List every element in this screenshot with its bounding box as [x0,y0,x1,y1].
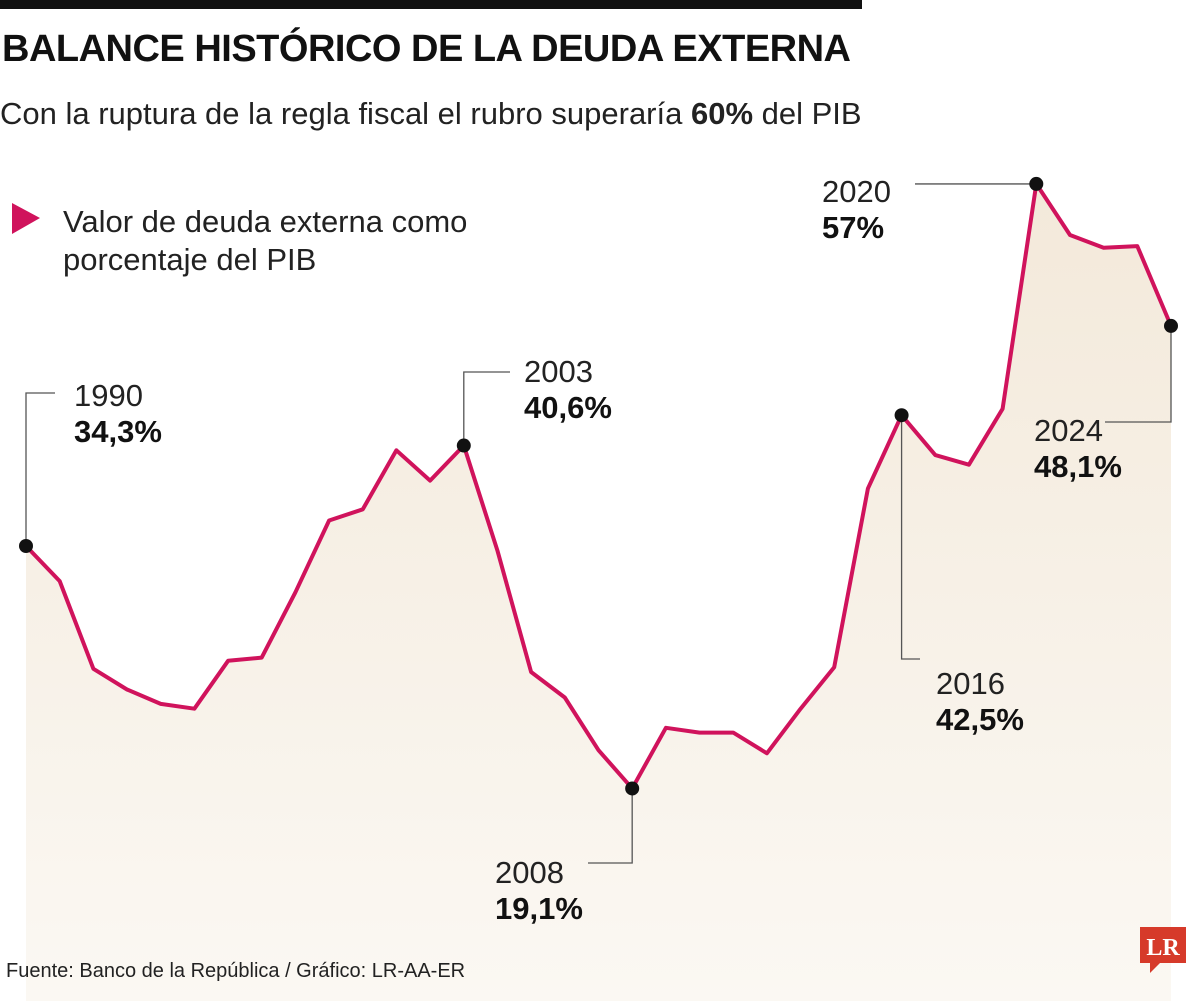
annotation-value: 40,6% [524,390,612,425]
leader-line-2016 [900,415,920,660]
leader-line-2008 [588,788,633,864]
leader-line-2003 [463,371,510,446]
data-point-2020 [1029,176,1044,191]
annotation-2024: 2024 48,1% [1034,413,1122,485]
leader-line-1990 [25,392,55,546]
annotation-year: 2024 [1034,413,1103,448]
annotation-2003: 2003 40,6% [524,354,612,426]
series-line [24,181,1173,791]
annotation-2020: 2020 57% [822,174,891,246]
annotation-value: 42,5% [936,702,1024,737]
leader-lines [25,183,1172,864]
legend-label: Valor de deuda externa como porcentaje d… [63,204,468,277]
data-point-2016 [894,408,909,423]
data-point-2024 [1164,318,1178,333]
subtitle-highlight: 60% [690,96,754,131]
top-rule [0,0,862,9]
annotation-value: 34,3% [74,414,162,449]
annotation-2016: 2016 42,5% [936,666,1024,738]
annotation-year: 2020 [822,174,891,209]
data-point-2003 [456,438,471,453]
annotation-value: 19,1% [495,891,583,926]
subtitle-text: Con la ruptura de la regla fiscal el rub… [0,96,691,131]
leader-line-2024 [1105,325,1172,423]
annotation-year: 2003 [524,354,593,389]
annotation-2008: 2008 19,1% [495,855,583,927]
svg-text:LR: LR [1146,935,1180,961]
legend-triangle-icon [12,203,40,234]
annotation-year: 2016 [936,666,1005,701]
lr-logo: LR [1140,927,1186,973]
annotation-year: 1990 [74,378,143,413]
source-note: Fuente: Banco de la República / Gráfico:… [6,960,466,982]
data-point-2008 [625,781,640,796]
chart-subtitle: Con la ruptura de la regla fiscal el rub… [0,96,862,132]
chart-title: BALANCE HISTÓRICO DE LA DEUDA EXTERNA [2,28,851,70]
subtitle-text-end: del PIB [753,96,862,131]
annotation-value: 57% [822,210,885,245]
area-fill [26,183,1171,1001]
annotation-year: 2008 [495,855,564,890]
annotation-1990: 1990 34,3% [74,378,162,450]
data-point-1990 [19,539,33,553]
annotation-value: 48,1% [1034,449,1122,484]
highlight-points [19,176,1178,796]
